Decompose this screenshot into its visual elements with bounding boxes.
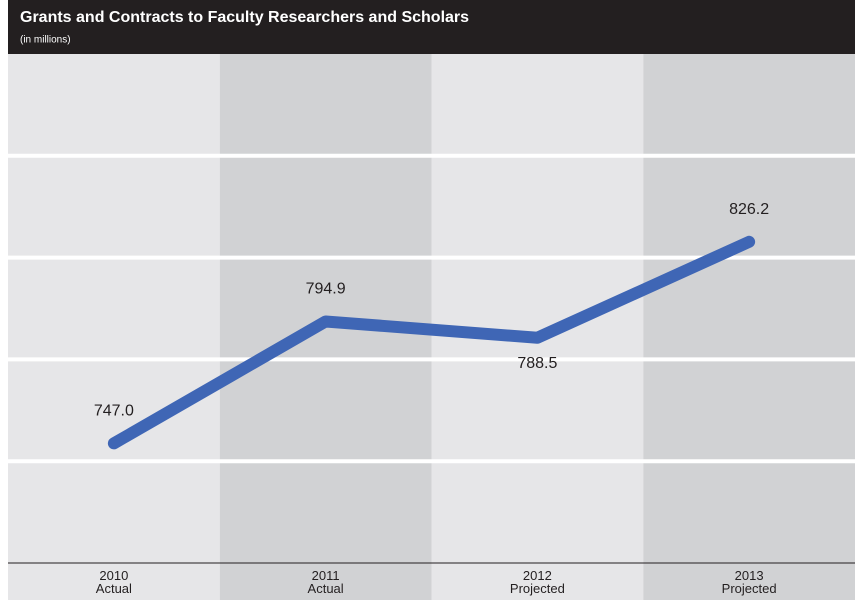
data-line (107, 235, 756, 450)
chart-title: Grants and Contracts to Faculty Research… (20, 9, 469, 26)
data-label: 788.5 (517, 355, 557, 372)
column-band (8, 54, 220, 600)
x-tick-label: 2012 Projected (510, 568, 565, 596)
data-label: 747.0 (94, 403, 134, 420)
chart-subtitle: (in millions) (20, 35, 71, 46)
x-tick-label: 2010 Actual (96, 568, 132, 596)
column-band (643, 54, 855, 600)
data-label: 826.2 (729, 201, 769, 218)
x-tick-label: 2013 Projected (722, 568, 777, 596)
title-bar (8, 0, 855, 54)
data-label: 794.9 (306, 281, 346, 298)
x-tick-label: 2011 Actual (308, 568, 344, 596)
